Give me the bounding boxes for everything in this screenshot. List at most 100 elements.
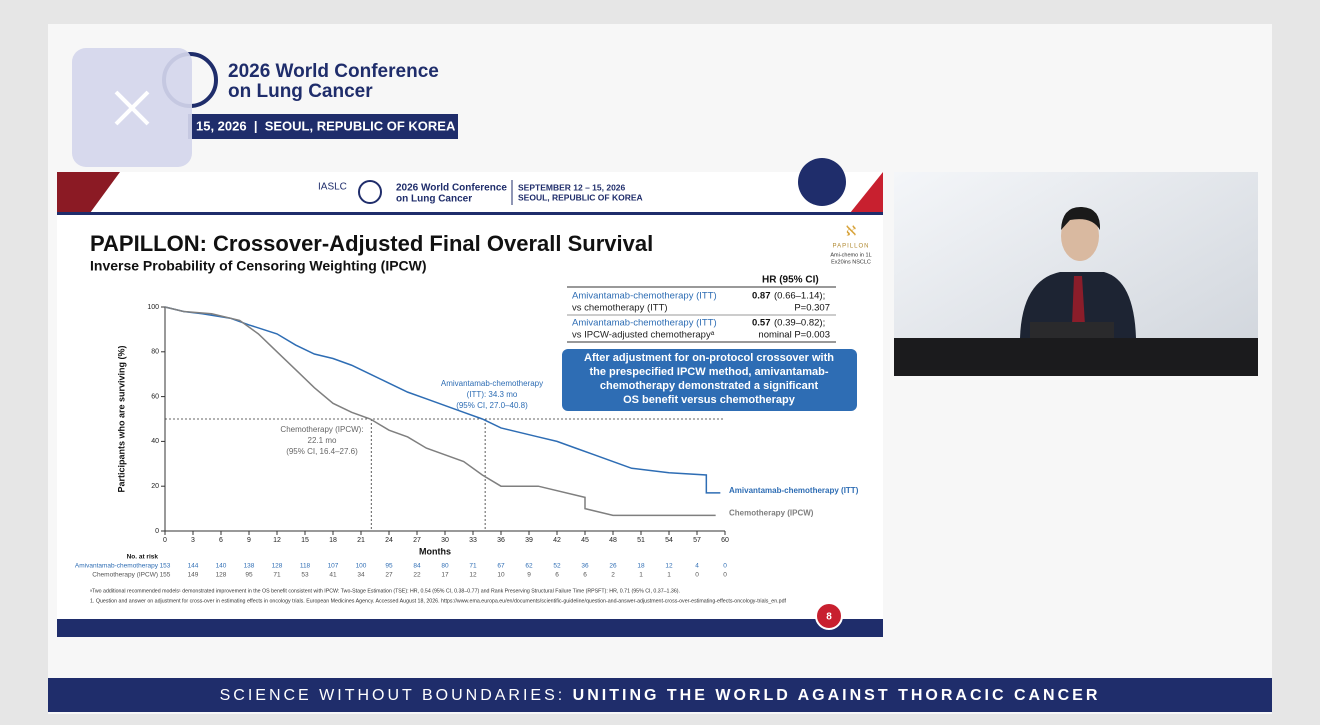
at-risk-count: 1 <box>667 572 671 579</box>
at-risk-count: 0 <box>723 563 727 570</box>
median-annotation: (95% CI, 27.0–40.8) <box>456 401 528 410</box>
at-risk-count: 36 <box>581 563 589 570</box>
at-risk-count: 18 <box>637 563 645 570</box>
confidence-interval: (0.66–1.14); <box>774 291 825 302</box>
slide-corner-logo <box>798 158 846 206</box>
at-risk-count: 118 <box>300 563 311 570</box>
comparison: vs IPCW-adjusted chemotherapyᵃ <box>572 330 715 341</box>
x-tick-label: 21 <box>357 537 365 544</box>
callout-text: chemotherapy demonstrated a significant <box>600 380 819 392</box>
slide-header-rule <box>57 212 883 215</box>
logo-text: Ami-chemo in 1L <box>830 252 871 258</box>
slide-corner <box>850 172 883 213</box>
x-tick-label: 30 <box>441 537 449 544</box>
at-risk-count: 153 <box>160 563 171 570</box>
conference-title: on Lung Cancer <box>228 81 373 102</box>
at-risk-count: 2 <box>611 572 615 579</box>
comparison: Amivantamab-chemotherapy (ITT) <box>572 318 717 329</box>
date-bar <box>188 114 458 139</box>
x-tick-label: 48 <box>609 537 617 544</box>
at-risk-count: 71 <box>469 563 477 570</box>
callout-box <box>562 349 857 411</box>
at-risk-count: 6 <box>583 572 587 579</box>
page-badge <box>815 602 843 630</box>
hazard-ratio: 0.87 <box>752 291 771 302</box>
p-value: P=0.307 <box>794 303 830 314</box>
conference-title: 2026 World Conference <box>228 61 439 82</box>
page-number: 8 <box>826 612 832 623</box>
hr-header: HR (95% CI) <box>762 275 819 286</box>
y-axis-label: Participants who are surviving (%) <box>116 345 126 492</box>
median-annotation: (ITT): 34.3 mo <box>467 390 518 399</box>
at-risk-count: 67 <box>497 563 505 570</box>
median-annotation: Amivantamab-chemotherapy <box>441 379 543 388</box>
at-risk-count: 17 <box>441 572 449 579</box>
banner-light: SCIENCE WITHOUT BOUNDARIES: <box>220 687 566 704</box>
slide-corner <box>57 172 120 213</box>
x-tick-label: 24 <box>385 537 393 544</box>
x-axis-label: Months <box>419 546 451 556</box>
speaker-video <box>894 172 1258 376</box>
at-risk-count: 4 <box>695 563 699 570</box>
at-risk-count: 95 <box>245 572 253 579</box>
x-tick-label: 18 <box>329 537 337 544</box>
at-risk-count: 26 <box>609 563 617 570</box>
banner-text: SCIENCE WITHOUT BOUNDARIES: UNITING THE … <box>220 687 1101 704</box>
median-annotation: Chemotherapy (IPCW): <box>280 425 363 434</box>
speaker-hair <box>1061 206 1101 230</box>
x-tick-label: 51 <box>637 537 645 544</box>
at-risk-count: 80 <box>441 563 449 570</box>
at-risk-count: 155 <box>160 572 171 579</box>
x-tick-label: 0 <box>163 537 167 544</box>
at-risk-count: 140 <box>216 563 227 570</box>
comparison: vs chemotherapy (ITT) <box>572 303 668 314</box>
speaker-tie <box>1072 276 1085 330</box>
callout-text: After adjustment for on-protocol crossov… <box>584 352 834 364</box>
callout-text: OS benefit versus chemotherapy <box>623 394 796 406</box>
at-risk-count: 95 <box>385 563 393 570</box>
at-risk-count: 53 <box>301 572 309 579</box>
at-risk-count: 34 <box>357 572 365 579</box>
banner-bold: UNITING THE WORLD AGAINST THORACIC CANCE… <box>573 687 1101 704</box>
slide-logo <box>358 180 382 204</box>
confidence-interval: (0.39–0.82); <box>774 318 825 329</box>
x-tick-label: 33 <box>469 537 477 544</box>
at-risk-count: 62 <box>525 563 533 570</box>
at-risk-count: 10 <box>497 572 505 579</box>
series-label: Amivantamab-chemotherapy (ITT) <box>729 486 859 495</box>
x-tick-label: 45 <box>581 537 589 544</box>
y-tick-label: 80 <box>151 349 159 356</box>
at-risk-label: Chemotherapy (IPCW) <box>92 572 158 579</box>
x-tick-label: 3 <box>191 537 195 544</box>
slide-conference: on Lung Cancer <box>396 194 472 205</box>
at-risk-count: 128 <box>272 563 283 570</box>
at-risk-count: 12 <box>665 563 673 570</box>
logo-icon: ℵ <box>846 223 856 239</box>
at-risk-count: 138 <box>244 563 255 570</box>
x-tick-label: 15 <box>301 537 309 544</box>
slide-footer-bar <box>57 619 883 637</box>
x-tick-label: 12 <box>273 537 281 544</box>
x-tick-label: 36 <box>497 537 505 544</box>
x-tick-label: 39 <box>525 537 533 544</box>
slide-title: PAPILLON: Crossover-Adjusted Final Overa… <box>90 231 653 256</box>
y-tick-label: 60 <box>151 393 159 400</box>
footnote: 1. Question and answer on adjustment for… <box>90 598 787 604</box>
close-button[interactable] <box>72 48 192 167</box>
at-risk-count: 12 <box>469 572 477 579</box>
speaker-head <box>1061 211 1099 261</box>
close-icon[interactable] <box>114 90 150 126</box>
logo-text: Ex20ins NSCLC <box>831 259 871 265</box>
laptop <box>1030 322 1114 338</box>
y-tick-label: 20 <box>151 483 159 490</box>
median-annotation: 22.1 mo <box>308 436 337 445</box>
at-risk-count: 22 <box>413 572 421 579</box>
median-annotation: (95% CI, 16.4–27.6) <box>286 447 358 456</box>
at-risk-count: 52 <box>553 563 561 570</box>
at-risk-count: 41 <box>329 572 337 579</box>
at-risk-count: 0 <box>723 572 727 579</box>
slide-conference: 2026 World Conference <box>396 183 507 194</box>
hazard-ratio: 0.57 <box>752 318 771 329</box>
x-tick-label: 27 <box>413 537 421 544</box>
